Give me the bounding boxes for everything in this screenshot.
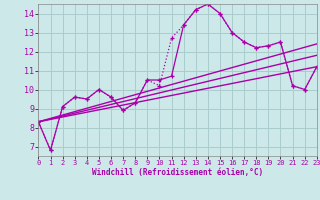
- X-axis label: Windchill (Refroidissement éolien,°C): Windchill (Refroidissement éolien,°C): [92, 168, 263, 177]
